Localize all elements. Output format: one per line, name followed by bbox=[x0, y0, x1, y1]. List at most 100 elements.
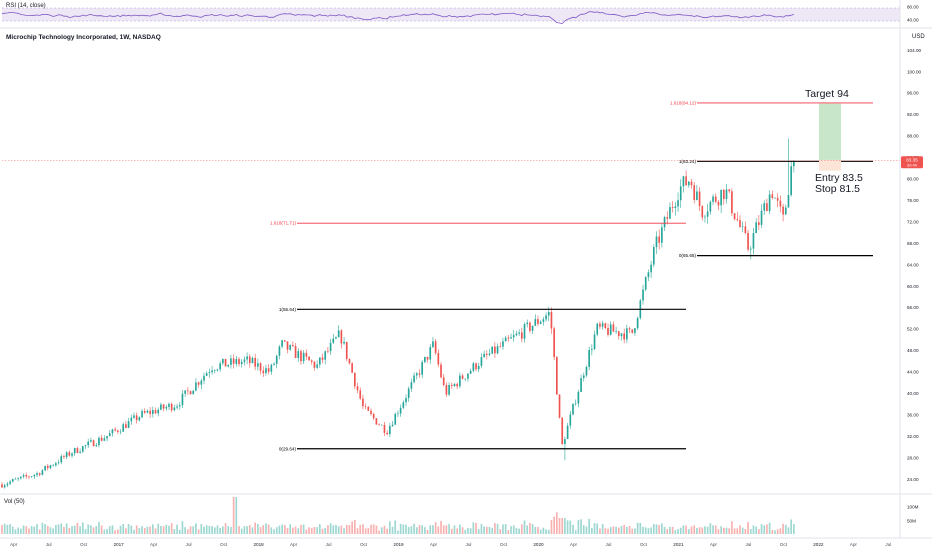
candle-body bbox=[294, 346, 297, 359]
candle-body bbox=[604, 323, 607, 328]
volume-bar bbox=[690, 526, 693, 534]
candle-body bbox=[752, 233, 755, 249]
candle-body bbox=[432, 341, 434, 348]
price-axis-tick: 92.00 bbox=[907, 112, 919, 117]
candle-body bbox=[520, 332, 523, 339]
time-axis-tick: Jul bbox=[466, 542, 472, 547]
volume-bar bbox=[728, 528, 731, 534]
candle-body bbox=[469, 370, 472, 374]
candle-body bbox=[459, 375, 461, 387]
volume-indicator-label[interactable]: Vol (50) bbox=[4, 499, 25, 505]
candle-body bbox=[445, 385, 448, 395]
volume-bar bbox=[254, 522, 257, 534]
target-zone bbox=[819, 103, 841, 160]
volume-bar bbox=[135, 525, 138, 534]
volume-bar bbox=[472, 522, 475, 534]
volume-bar bbox=[760, 524, 763, 534]
volume-bar bbox=[464, 529, 467, 534]
price-axis-tick: 24.00 bbox=[907, 477, 919, 482]
candle-body bbox=[235, 359, 238, 364]
candle-body bbox=[690, 181, 693, 186]
volume-bar bbox=[620, 525, 623, 534]
volume-bar bbox=[488, 526, 491, 534]
volume-bar bbox=[370, 524, 372, 534]
candle-body bbox=[106, 436, 108, 439]
volume-bar bbox=[321, 528, 324, 534]
candle-body bbox=[208, 372, 211, 374]
candle-body bbox=[340, 330, 343, 344]
volume-bar bbox=[793, 524, 795, 534]
price-axis-tick: 32.00 bbox=[907, 434, 919, 439]
candle-body bbox=[685, 176, 687, 186]
volume-bar bbox=[149, 526, 151, 534]
volume-bar bbox=[607, 528, 609, 534]
time-axis-tick: Jul bbox=[186, 542, 192, 547]
candle-body bbox=[496, 346, 499, 354]
volume-bar bbox=[364, 528, 367, 534]
volume-bar bbox=[752, 525, 755, 534]
candle-body bbox=[248, 356, 251, 364]
rsi-indicator-label[interactable]: RSI (14, close) bbox=[6, 3, 46, 9]
candle-body bbox=[682, 176, 685, 187]
candle-body bbox=[348, 358, 351, 364]
volume-bar bbox=[270, 527, 273, 534]
candle-body bbox=[512, 335, 515, 338]
volume-bar bbox=[216, 525, 219, 534]
volume-bar bbox=[25, 526, 28, 534]
currency-label[interactable]: USD bbox=[912, 34, 925, 40]
price-axis-tick: 64.00 bbox=[907, 262, 919, 267]
candle-body bbox=[626, 328, 628, 340]
candle-body bbox=[111, 429, 114, 434]
volume-bar bbox=[596, 523, 599, 534]
candle-body bbox=[36, 473, 38, 475]
volume-bar bbox=[763, 525, 766, 534]
candle-body bbox=[722, 189, 725, 199]
volume-bar bbox=[181, 521, 184, 534]
candle-body bbox=[450, 384, 453, 387]
volume-bar bbox=[741, 527, 744, 534]
candle-body bbox=[607, 327, 609, 335]
candle-body bbox=[550, 311, 553, 329]
candle-body bbox=[706, 211, 709, 217]
candle-body bbox=[413, 375, 415, 383]
volume-bar bbox=[267, 524, 270, 534]
volume-bar bbox=[71, 526, 73, 534]
candle-body bbox=[609, 324, 612, 335]
volume-bar bbox=[421, 525, 424, 534]
volume-bar bbox=[44, 524, 46, 534]
volume-bar bbox=[130, 525, 133, 534]
candle-body bbox=[709, 201, 712, 212]
candle-body bbox=[731, 191, 733, 214]
candle-body bbox=[647, 272, 650, 278]
volume-bar bbox=[151, 524, 154, 534]
candle-body bbox=[71, 453, 73, 456]
time-axis-tick: Apr bbox=[850, 542, 858, 547]
candle-body bbox=[634, 328, 636, 333]
volume-bar bbox=[332, 525, 335, 534]
volume-bar bbox=[771, 530, 774, 534]
volume-bar bbox=[647, 528, 650, 534]
candle-body bbox=[116, 430, 119, 432]
time-axis-tick: 2017 bbox=[114, 542, 125, 547]
volume-bar bbox=[674, 530, 677, 534]
candle-body bbox=[216, 369, 219, 371]
volume-bar bbox=[679, 527, 682, 534]
candle-body bbox=[232, 358, 235, 364]
candle-body bbox=[68, 452, 71, 456]
candle-body bbox=[674, 206, 677, 208]
candle-body bbox=[628, 328, 631, 330]
volume-bar bbox=[41, 522, 44, 534]
candle-body bbox=[146, 410, 149, 413]
candle-body bbox=[90, 440, 92, 442]
candle-body bbox=[437, 352, 440, 365]
candle-body bbox=[281, 340, 283, 347]
candle-body bbox=[351, 363, 353, 373]
candle-body bbox=[95, 445, 98, 447]
volume-bar bbox=[623, 524, 626, 534]
volume-bar bbox=[98, 521, 100, 534]
volume-bar bbox=[445, 525, 448, 534]
volume-bar bbox=[650, 527, 652, 534]
candle-body bbox=[138, 417, 141, 421]
volume-bar bbox=[537, 527, 539, 534]
price-axis-tick: 76.00 bbox=[907, 198, 919, 203]
